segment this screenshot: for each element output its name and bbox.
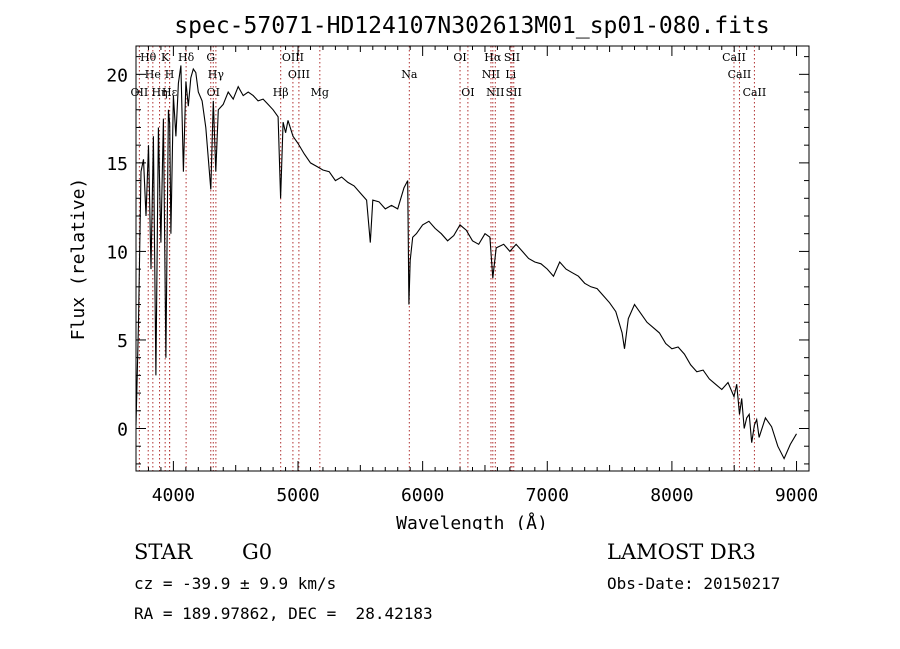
coordinates-readout: RA = 189.97862, DEC = 28.42183: [134, 604, 433, 623]
x-tick-label-8000: 8000: [650, 485, 693, 506]
x-tick-label-7000: 7000: [526, 485, 569, 506]
line-label-16: OI: [453, 51, 466, 64]
y-tick-label-15: 15: [106, 154, 128, 175]
line-label-14: Mg: [311, 86, 329, 99]
object-class: STAR: [134, 540, 193, 564]
line-label-3: Hη: [151, 86, 167, 99]
line-label-1: He: [145, 68, 161, 81]
x-tick-label-5000: 5000: [276, 485, 319, 506]
line-label-23: SII: [506, 86, 522, 99]
spectrum-chart: spec-57071-HD124107N302613M01_sp01-080.f…: [68, 13, 818, 530]
y-axis-ticks: 0 5 10 15 20: [106, 56, 809, 465]
survey-name: LAMOST DR3: [607, 540, 756, 564]
line-label-8: G: [206, 51, 215, 64]
line-label-18: Hα: [484, 51, 502, 64]
y-axis-label: Flux (relative): [68, 178, 89, 341]
emission-line-markers: [138, 46, 755, 471]
line-label-21: SII: [504, 51, 520, 64]
line-label-13: OIII: [288, 68, 310, 81]
x-tick-label-9000: 9000: [775, 485, 818, 506]
x-axis-label: Wavelength (Å): [396, 512, 548, 530]
line-label-24: CaII: [722, 51, 746, 64]
line-label-11: Hβ: [273, 86, 289, 99]
chart-title: spec-57071-HD124107N302613M01_sp01-080.f…: [174, 13, 769, 39]
line-label-15: Na: [401, 68, 418, 81]
line-label-10: OI: [207, 86, 220, 99]
observation-date: Obs-Date: 20150217: [607, 574, 781, 593]
x-tick-label-6000: 6000: [401, 485, 444, 506]
line-label-22: Li: [505, 68, 516, 81]
y-tick-label-0: 0: [117, 420, 128, 441]
line-label-12: OIII: [282, 51, 304, 64]
plot-frame: [135, 45, 810, 472]
y-tick-label-10: 10: [106, 242, 128, 263]
object-subclass: G0: [242, 540, 273, 564]
line-label-9: Hγ: [208, 68, 225, 81]
line-label-19: NII: [482, 68, 500, 81]
line-label-26: CaII: [743, 86, 767, 99]
line-label-6: Hδ: [178, 51, 195, 64]
x-axis-ticks: 4000 5000 6000 7000 8000 9000: [147, 46, 818, 506]
velocity-readout: cz = -39.9 ± 9.9 km/s: [134, 574, 337, 593]
line-label-5: H: [165, 68, 175, 81]
x-tick-label-4000: 4000: [152, 485, 195, 506]
line-label-25: CaII: [728, 68, 752, 81]
line-label-20: NII: [486, 86, 504, 99]
y-tick-label-5: 5: [117, 331, 128, 352]
line-label-7: Hε: [162, 86, 178, 99]
line-label-0: Hθ: [140, 51, 157, 64]
flux-series-line: [135, 65, 797, 460]
line-label-17: OI: [461, 86, 474, 99]
y-tick-label-20: 20: [106, 65, 128, 86]
line-label-4: K: [161, 51, 170, 64]
